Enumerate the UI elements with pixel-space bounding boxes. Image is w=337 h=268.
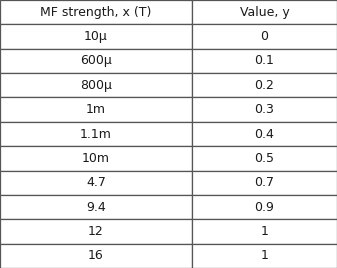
Text: 4.7: 4.7 [86,176,106,189]
Bar [0,24,192,49]
Text: 12: 12 [88,225,104,238]
Bar [0,49,192,73]
Text: 0.4: 0.4 [255,128,274,140]
Bar [192,146,337,170]
Bar [0,73,192,98]
Bar [192,49,337,73]
Bar [192,219,337,244]
Text: 600μ: 600μ [80,54,112,68]
Bar [0,170,192,195]
Text: 0.9: 0.9 [255,200,274,214]
Text: 0.3: 0.3 [255,103,274,116]
Bar [0,195,192,219]
Text: 1: 1 [261,225,269,238]
Bar [0,122,192,146]
Bar [192,98,337,122]
Bar [0,146,192,170]
Bar [192,195,337,219]
Bar [192,122,337,146]
Text: MF strength, x (T): MF strength, x (T) [40,6,152,19]
Text: Value, y: Value, y [240,6,289,19]
Text: 1.1m: 1.1m [80,128,112,140]
Text: 0: 0 [261,30,269,43]
Text: 0.7: 0.7 [254,176,275,189]
Text: 800μ: 800μ [80,79,112,92]
Text: 9.4: 9.4 [86,200,106,214]
Bar [0,244,192,268]
Bar [0,219,192,244]
Bar [192,244,337,268]
Text: 10m: 10m [82,152,110,165]
Text: 16: 16 [88,249,104,262]
Text: 10μ: 10μ [84,30,108,43]
Text: 1: 1 [261,249,269,262]
Bar [0,0,192,24]
Text: 0.5: 0.5 [254,152,275,165]
Text: 1m: 1m [86,103,106,116]
Bar [192,170,337,195]
Bar [192,73,337,98]
Text: 0.1: 0.1 [255,54,274,68]
Bar [192,0,337,24]
Text: 0.2: 0.2 [255,79,274,92]
Bar [192,24,337,49]
Bar [0,98,192,122]
